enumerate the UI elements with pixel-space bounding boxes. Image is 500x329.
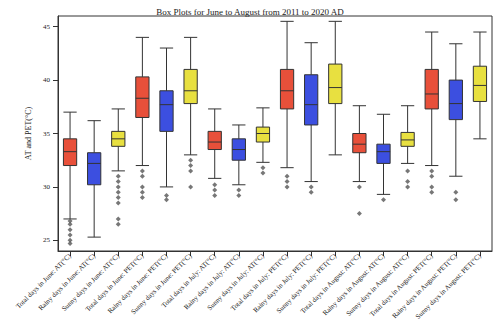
svg-text:Box Plots for June to August f: Box Plots for June to August from 2011 t… [156, 7, 344, 17]
svg-text:Sunny days in July: PET(°C): Sunny days in July: PET(°C) [275, 252, 339, 316]
svg-text:Total days in July: AT(°C): Total days in July: AT(°C) [160, 252, 218, 310]
svg-text:Rainy days in July: PET(°C): Rainy days in July: PET(°C) [251, 252, 314, 315]
svg-text:40: 40 [43, 76, 51, 84]
svg-text:AT and PET(°C): AT and PET(°C) [24, 107, 33, 161]
svg-text:Total days in July: PET(°C): Total days in July: PET(°C) [229, 252, 290, 313]
svg-text:25: 25 [43, 236, 51, 244]
svg-text:Rainy days in June: AT(°C): Rainy days in June: AT(°C) [37, 252, 97, 313]
svg-text:Sunny days in July: AT(°C): Sunny days in July: AT(°C) [205, 252, 266, 313]
svg-text:Sunny days in June: PET(°C): Sunny days in June: PET(°C) [129, 252, 194, 317]
svg-text:Sunny days in June: AT(°C): Sunny days in June: AT(°C) [60, 252, 122, 313]
svg-text:Rainy days in August: AT(°C): Rainy days in August: AT(°C) [321, 252, 387, 318]
svg-text:Sunny days in August: AT(°C): Sunny days in August: AT(°C) [344, 252, 411, 318]
svg-text:Total days in August: AT(°C): Total days in August: AT(°C) [299, 252, 363, 316]
svg-text:Rainy days in July: AT(°C): Rainy days in July: AT(°C) [182, 252, 242, 312]
svg-text:Total days in June: AT(°C): Total days in June: AT(°C) [14, 252, 73, 311]
svg-text:Rainy days in August: PET(°C): Rainy days in August: PET(°C) [390, 252, 459, 321]
svg-text:Total days in August: PET(°C): Total days in August: PET(°C) [368, 252, 435, 319]
svg-text:Total days in June: PET(°C): Total days in June: PET(°C) [83, 252, 146, 314]
svg-text:Rainy days in June: PET(°C): Rainy days in June: PET(°C) [106, 252, 170, 316]
svg-text:45: 45 [43, 23, 51, 31]
svg-text:35: 35 [43, 130, 51, 138]
svg-text:30: 30 [43, 183, 51, 191]
svg-text:Sunny days in August: PET(°C): Sunny days in August: PET(°C) [414, 252, 483, 321]
